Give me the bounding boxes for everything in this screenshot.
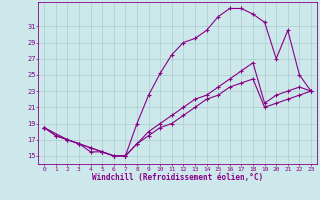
X-axis label: Windchill (Refroidissement éolien,°C): Windchill (Refroidissement éolien,°C) [92, 173, 263, 182]
